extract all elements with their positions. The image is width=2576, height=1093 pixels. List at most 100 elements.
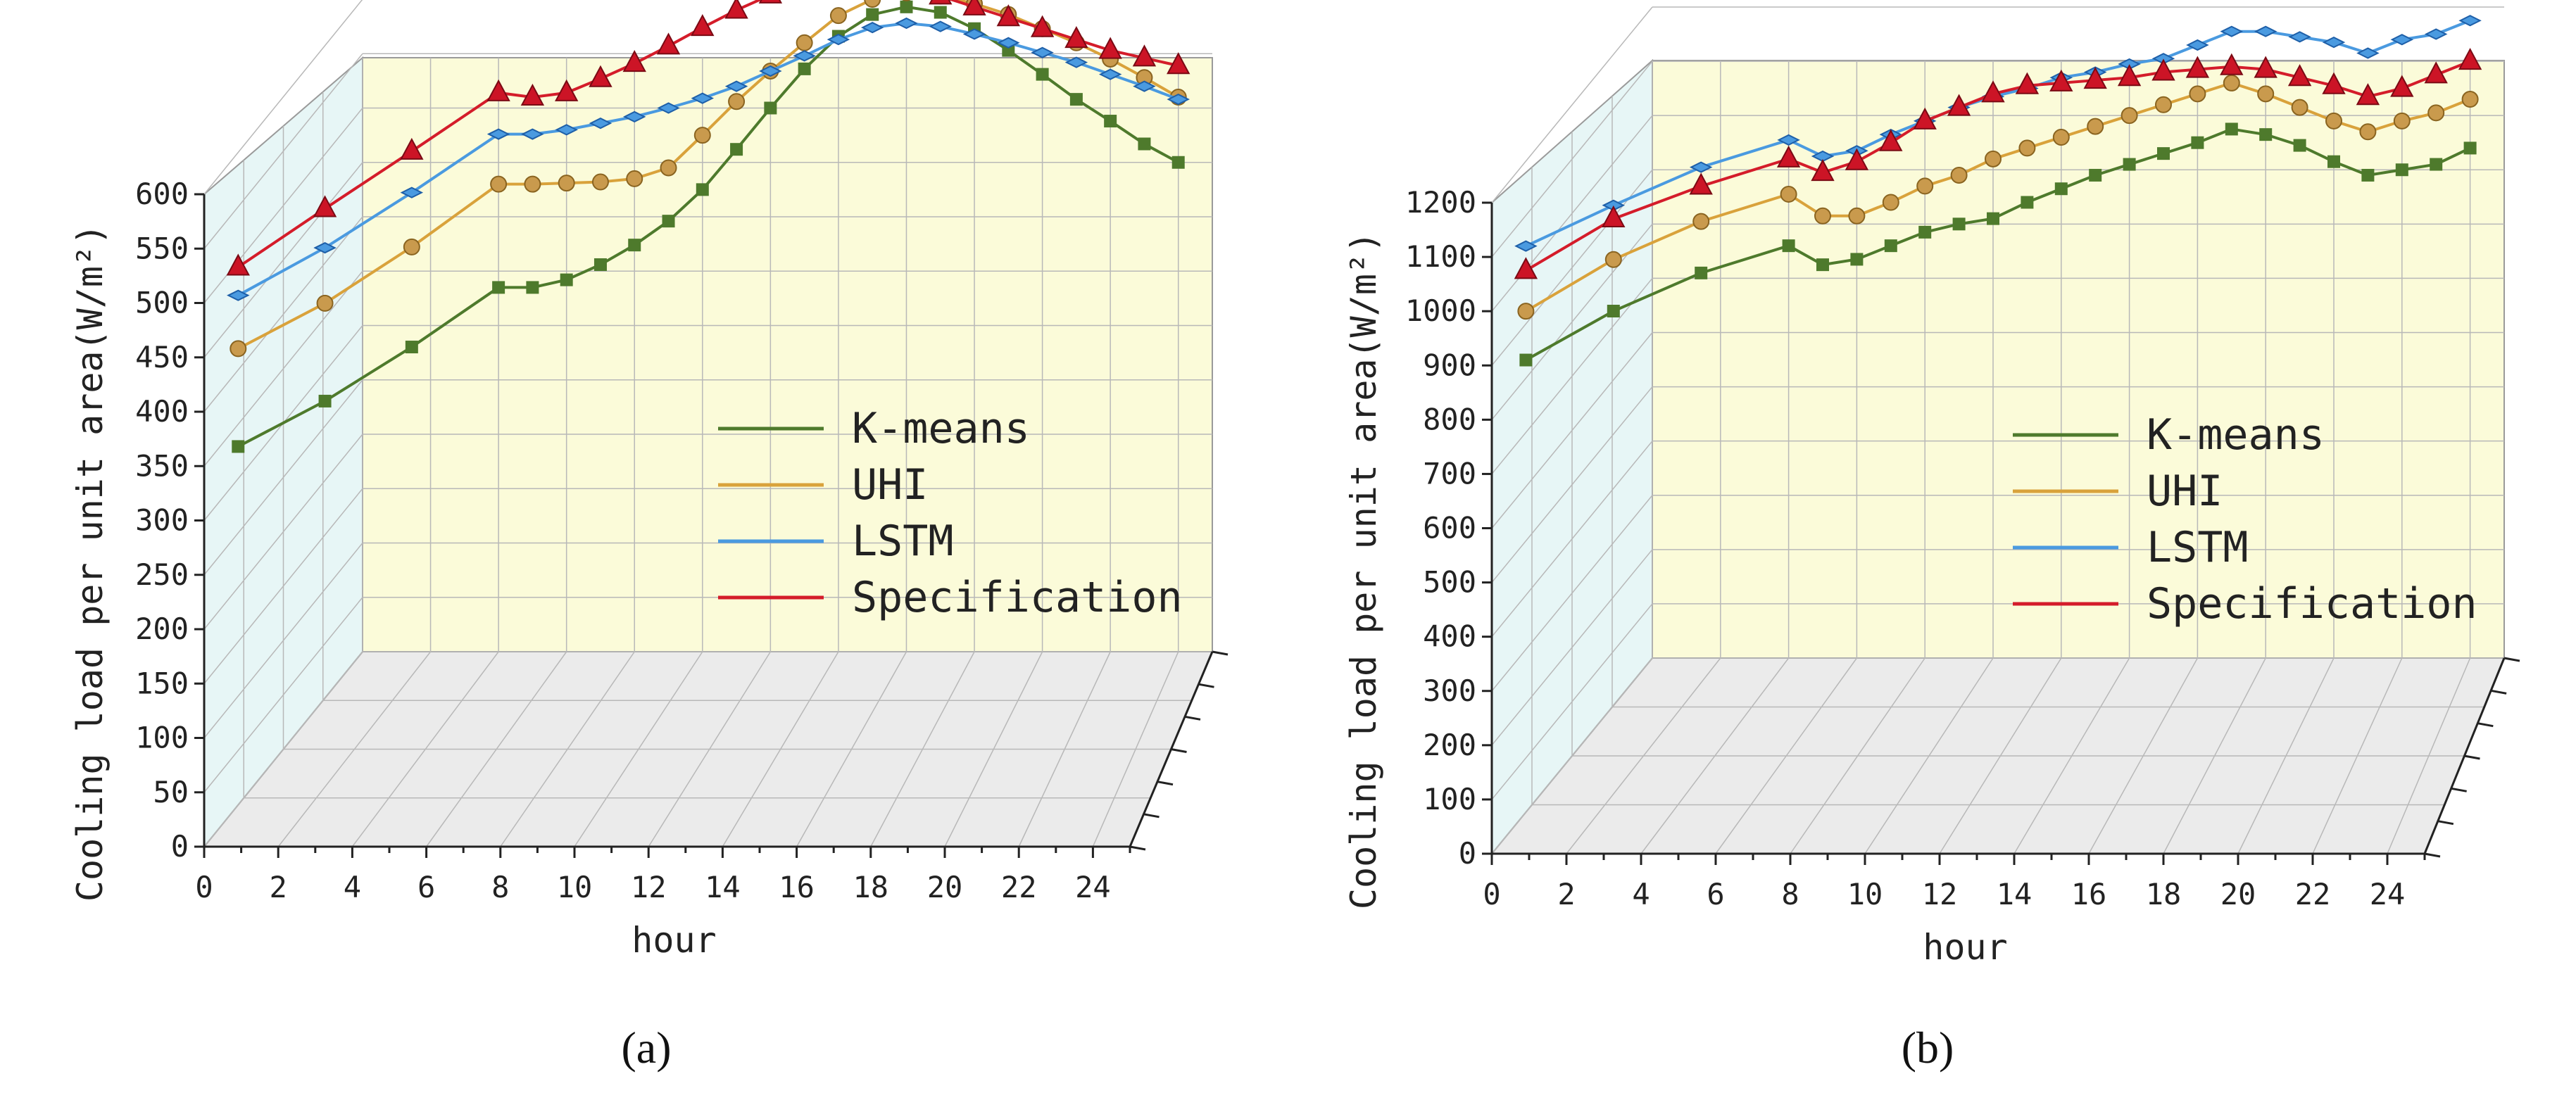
data-point [1517, 303, 1535, 320]
data-point [1104, 115, 1117, 128]
data-point [591, 173, 609, 191]
data-point [2424, 61, 2448, 84]
data-point [1692, 213, 1710, 230]
back-wall [1652, 60, 2505, 659]
data-point [2021, 196, 2034, 209]
data-point [1947, 94, 1971, 116]
data-point [2052, 129, 2070, 146]
data-point [1850, 253, 1864, 266]
x-axis-label: hour [632, 920, 716, 961]
x-tick-label: 14 [705, 870, 741, 904]
data-point [1604, 251, 1622, 268]
data-point [2186, 39, 2209, 51]
data-point [1913, 107, 1937, 129]
grid [203, 0, 1212, 847]
depth-tick [2464, 754, 2480, 760]
x-axis-label: hour [1923, 927, 2007, 968]
data-point [1782, 239, 1795, 253]
data-point [1002, 44, 1015, 57]
y-tick-label: 1000 [1405, 293, 1476, 328]
depth-tick [1143, 813, 1160, 819]
data-point [1069, 93, 1083, 106]
data-point [1519, 353, 1533, 367]
data-point [2325, 112, 2342, 129]
data-point [227, 289, 250, 301]
data-point [860, 22, 884, 34]
data-point [1132, 44, 1157, 67]
data-point [2189, 85, 2206, 103]
data-point [622, 50, 646, 72]
data-point [827, 34, 850, 46]
data-point [997, 37, 1020, 49]
x-tick-label: 20 [927, 870, 963, 904]
data-point [2049, 69, 2073, 91]
data-point [929, 0, 953, 5]
y-tick-label: 300 [1423, 674, 1476, 708]
data-point [2157, 147, 2170, 160]
x-tick-label: 0 [1483, 877, 1500, 911]
x-tick-label: 10 [557, 870, 593, 904]
x-tick-label: 4 [1632, 877, 1650, 911]
data-point [2322, 36, 2346, 49]
y-tick-label: 350 [135, 448, 189, 483]
data-point [2288, 31, 2311, 43]
data-point [2361, 168, 2375, 182]
data-point [2393, 112, 2411, 129]
data-point [730, 143, 743, 156]
depth-tick [2477, 722, 2494, 728]
data-point [1952, 217, 1966, 231]
depth-tick [1212, 650, 1229, 656]
legend: K-means UHI LSTM Specification [718, 404, 1183, 622]
chart-panel-b: 0 100 200 300 400 500 600 700 800 900 1000 1100 1200… [1288, 0, 2575, 1093]
y-tick-label: 150 [135, 666, 189, 700]
data-point [2259, 128, 2273, 141]
data-point [2359, 123, 2377, 141]
y-tick-label: 200 [1423, 728, 1476, 762]
y-tick-label: 100 [135, 721, 189, 755]
x-tick-label: 10 [1847, 877, 1883, 911]
data-point [524, 175, 541, 193]
data-point [623, 110, 646, 122]
data-point [526, 281, 539, 294]
data-point [1138, 137, 1151, 151]
data-point [2458, 47, 2482, 70]
data-point [1950, 166, 1968, 184]
data-point [313, 195, 337, 217]
x-tick-label: 22 [2295, 877, 2331, 911]
data-point [1133, 80, 1156, 92]
data-point [1167, 52, 1190, 75]
data-point [1602, 205, 1626, 227]
y-tick-label: 400 [135, 394, 189, 429]
data-point [555, 79, 579, 101]
data-point [2287, 64, 2312, 87]
data-point [558, 175, 575, 192]
data-point [2220, 25, 2244, 37]
legend-label: Specification [2147, 579, 2477, 628]
data-point [2155, 96, 2172, 113]
data-point [902, 0, 911, 1]
y-tick-label: 0 [1459, 836, 1476, 871]
y-tick-label: 300 [135, 503, 189, 538]
y-tick-label: 800 [1423, 402, 1476, 436]
y-tick-label: 450 [135, 340, 189, 374]
wall-gridline [203, 0, 363, 195]
data-point [626, 170, 643, 187]
data-point [1602, 199, 1626, 211]
data-point [2185, 56, 2210, 78]
y-tick-label: 0 [171, 829, 189, 864]
data-point [1848, 207, 1866, 225]
depth-tick [2490, 689, 2507, 695]
data-point [560, 273, 573, 286]
x-tick-label: 2 [1557, 877, 1575, 911]
back-wall [362, 57, 1213, 652]
depth-tick [2424, 852, 2441, 858]
series-uhi [1517, 74, 2479, 320]
legend-label: UHI [852, 460, 928, 510]
x-tick-label: 8 [1781, 877, 1799, 911]
x-tick-label: 16 [779, 870, 815, 904]
data-point [2291, 99, 2308, 116]
chart-panel-a: 0 50 100 150 200 250 300 350 400 450 500 550 600 0 2 4 6… [70, 0, 1229, 1073]
x-tick-label: 24 [1075, 870, 1111, 904]
data-point [1064, 56, 1088, 68]
